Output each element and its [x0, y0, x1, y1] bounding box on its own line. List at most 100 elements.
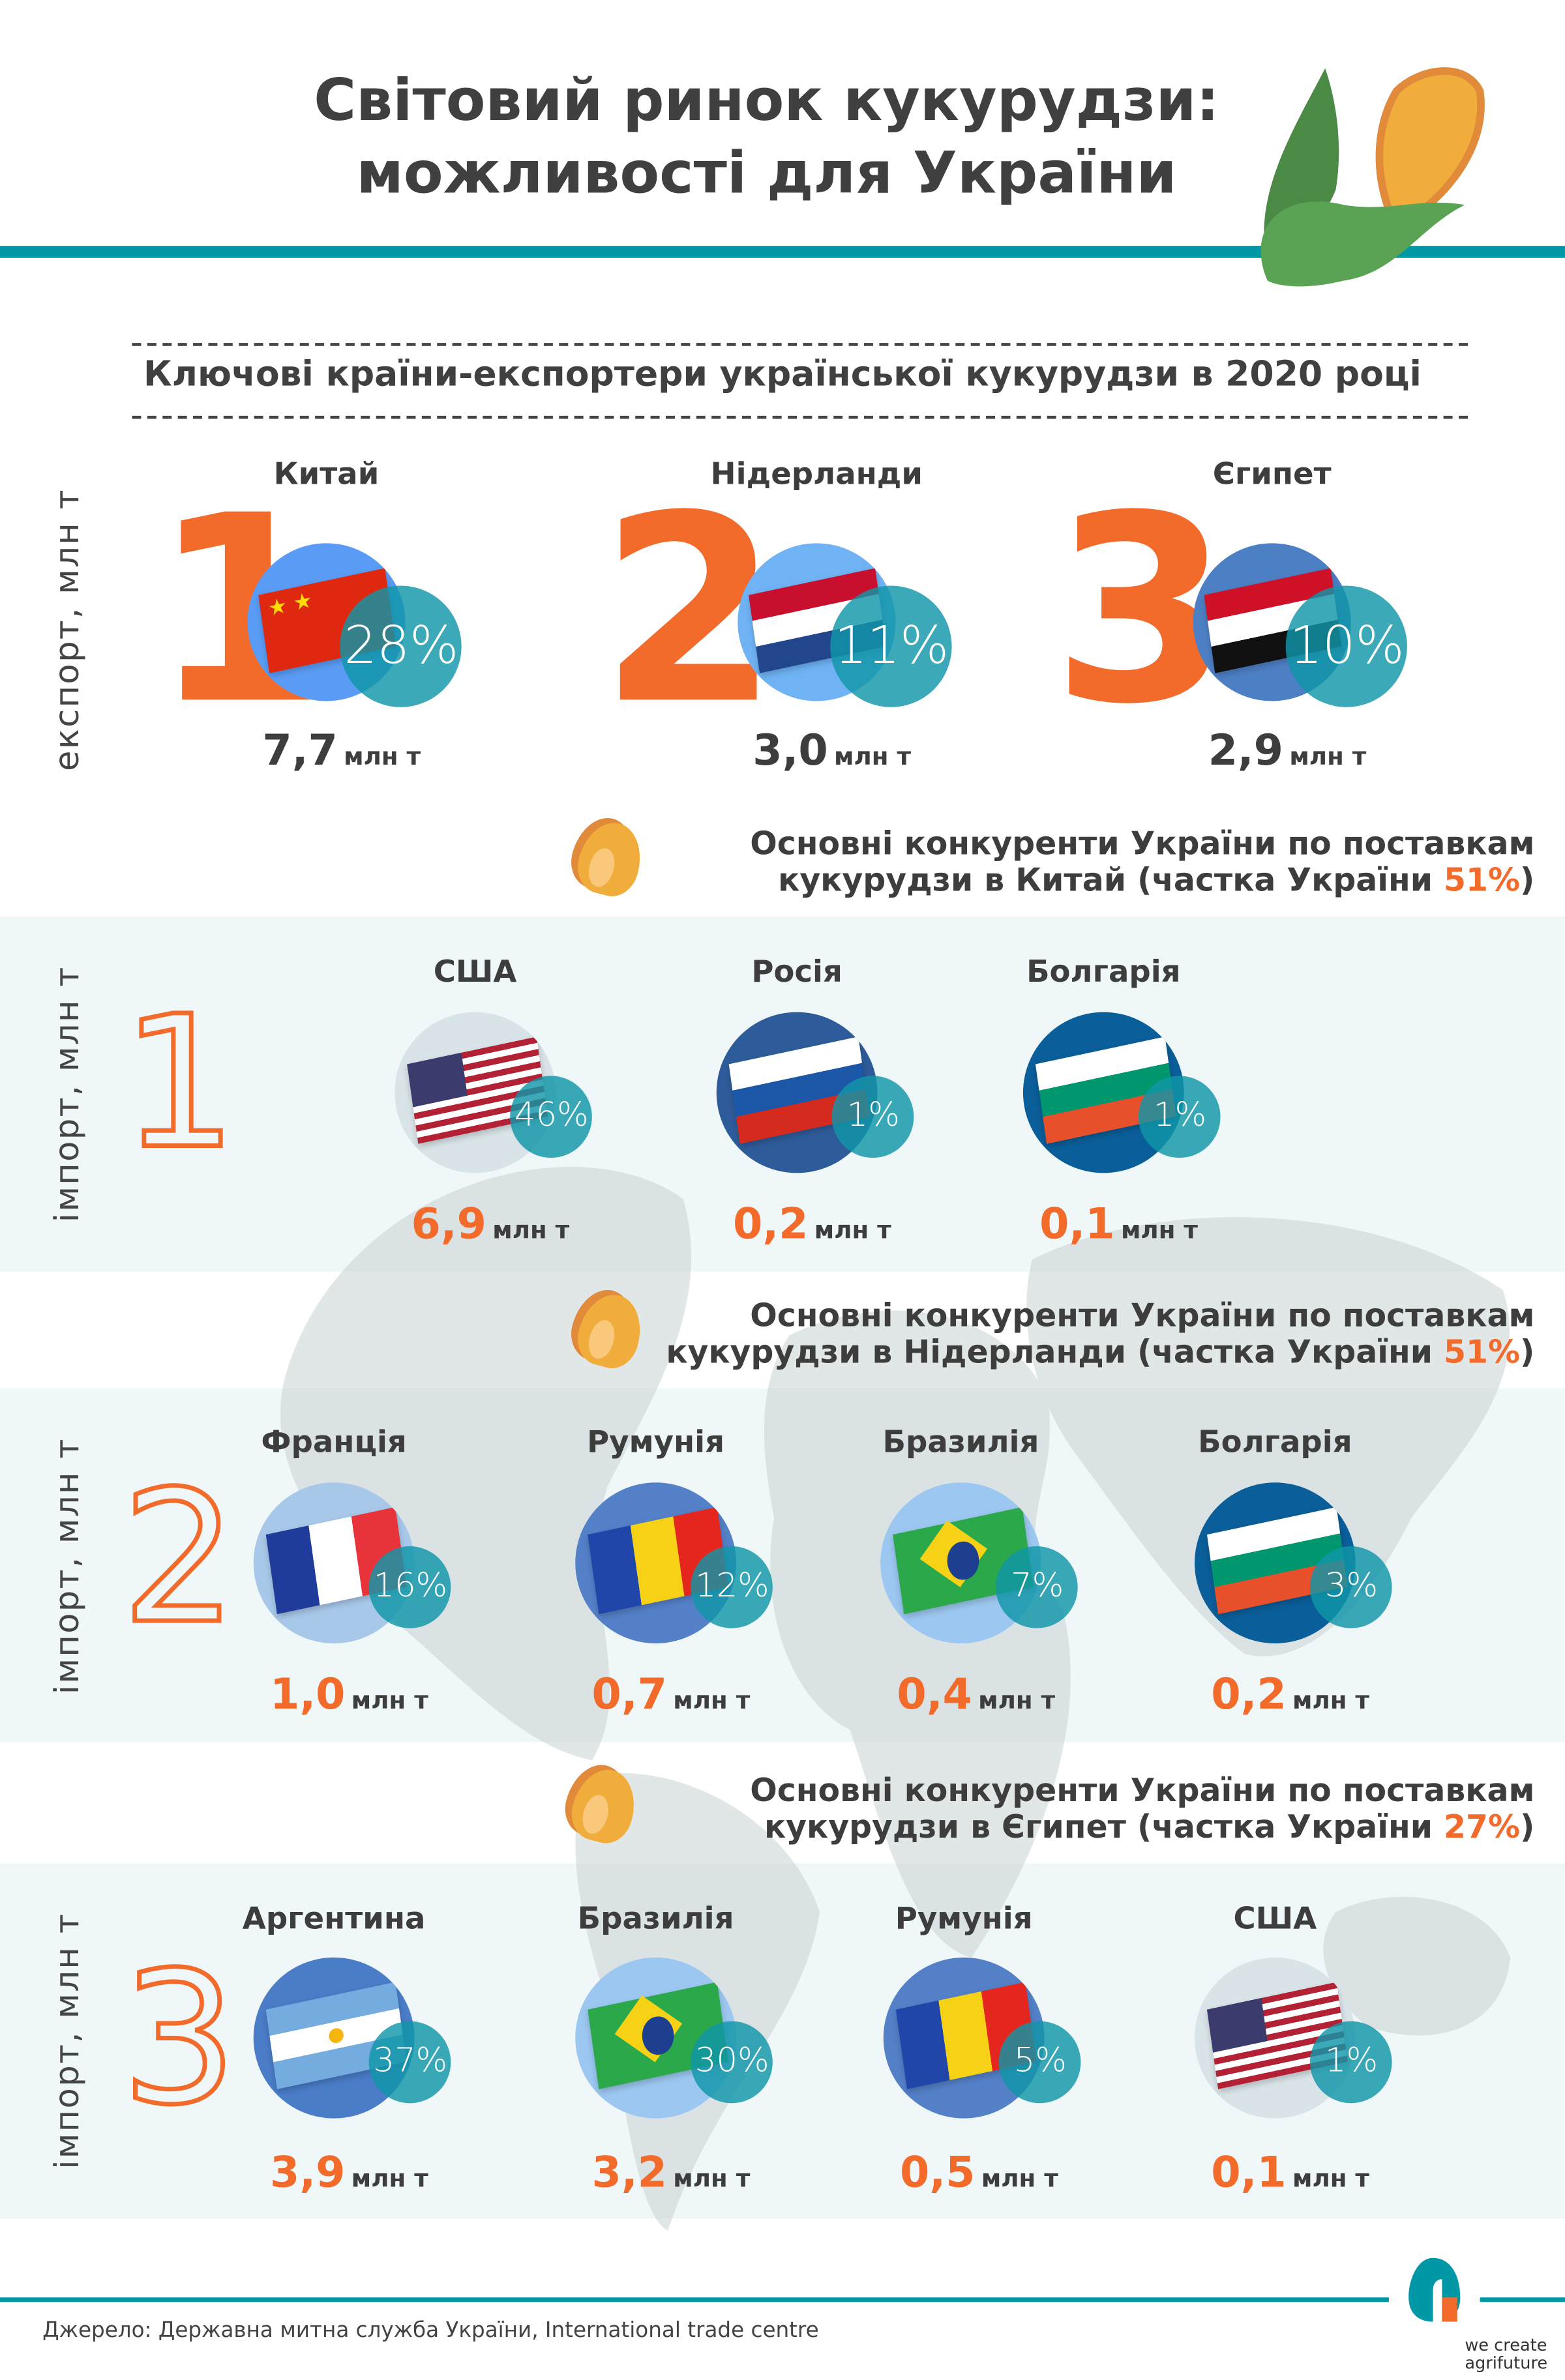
heading-line-1: Основні конкуренти України по поставкам	[750, 825, 1535, 862]
import-axis-label: імпорт, млн т	[49, 1437, 87, 1694]
volume-unit: млн т	[351, 1686, 428, 1715]
heading-close: )	[1520, 1334, 1535, 1371]
source-text: Джерело: Державна митна служба України, …	[42, 2318, 819, 2343]
import-rank-number: 1	[119, 978, 240, 1190]
brand-line-1: we create	[1465, 2335, 1547, 2355]
volume-number: 3,2	[591, 2147, 667, 2197]
brand-tagline: we create agrifuture	[1465, 2335, 1548, 2373]
share-badge: 30%	[691, 2021, 773, 2104]
country-name: Росія	[751, 952, 842, 990]
volume-number: 0,1	[1039, 1198, 1115, 1249]
import-axis-label: імпорт, млн т	[49, 1912, 87, 2169]
country-name: Бразилія	[577, 1900, 734, 1937]
volume-value: 0,5 млн т	[900, 2147, 1058, 2197]
volume-value: 0,1 млн т	[1211, 2147, 1369, 2197]
page-title: Світовий ринок кукурудзи: можливості для…	[0, 64, 1533, 209]
header-divider	[0, 246, 1565, 258]
volume-unit: млн т	[351, 2164, 428, 2193]
import-rank-number: 2	[119, 1454, 240, 1665]
heading-close: )	[1520, 1808, 1535, 1845]
volume-value: 6,9 млн т	[411, 1199, 569, 1249]
country-name: Бразилія	[882, 1423, 1039, 1460]
volume-number: 0,4	[897, 1669, 972, 1720]
map-asia	[1026, 1217, 1510, 1656]
share-badge: 7%	[996, 1546, 1079, 1628]
brand-line-2: agrifuture	[1465, 2353, 1548, 2373]
volume-number: 0,2	[1211, 1669, 1287, 1720]
volume-unit: млн т	[1289, 742, 1367, 771]
dashed-divider-top	[132, 343, 1468, 346]
volume-value: 0,1 млн т	[1039, 1199, 1198, 1249]
heading-text: кукурудзи в Нідерланди (частка України	[666, 1334, 1444, 1371]
heading-line-1: Основні конкуренти України по поставкам	[750, 1772, 1535, 1809]
country-name: Нідерланди	[710, 455, 923, 492]
volume-number: 2,9	[1208, 725, 1284, 776]
heading-line-2: кукурудзи в Китай (частка України 51%)	[750, 862, 1534, 898]
brand-logo-icon	[1408, 2257, 1461, 2322]
volume-value: 0,4 млн т	[897, 1669, 1055, 1720]
heading-line-2: кукурудзи в Єгипет (частка України 27%)	[750, 1809, 1534, 1845]
volume-number: 0,1	[1211, 2147, 1287, 2197]
country-name: Єгипет	[1212, 455, 1332, 492]
title-line-2: можливості для України	[356, 140, 1177, 207]
volume-value: 2,9 млн т	[1208, 726, 1367, 776]
volume-value: 0,2 млн т	[733, 1199, 891, 1249]
volume-number: 0,2	[732, 1198, 809, 1249]
share-badge: 10%	[1286, 585, 1408, 707]
footer-divider	[0, 2297, 1389, 2302]
country-name: Болгарія	[1198, 1423, 1352, 1460]
country-name: США	[1233, 1900, 1317, 1937]
heading-line-1: Основні конкуренти України по поставкам	[750, 1297, 1535, 1334]
volume-number: 7,7	[262, 725, 338, 776]
title-line-1: Світовий ринок кукурудзи:	[314, 66, 1219, 134]
volume-unit: млн т	[1292, 1686, 1370, 1715]
heading-close: )	[1520, 862, 1535, 899]
volume-value: 3,0 млн т	[753, 726, 911, 776]
share-badge: 1%	[1139, 1076, 1221, 1158]
share-badge: 16%	[369, 1546, 452, 1628]
ukraine-share: 51%	[1444, 1334, 1521, 1371]
heading-text: кукурудзи в Єгипет (частка України	[764, 1808, 1444, 1845]
share-badge: 46%	[510, 1076, 593, 1158]
share-badge: 1%	[832, 1076, 915, 1158]
heading-text: кукурудзи в Китай (частка України	[778, 862, 1444, 899]
import-axis-label: імпорт, млн т	[49, 965, 87, 1223]
share-badge: 28%	[340, 585, 462, 707]
export-axis-label: експорт, млн т	[49, 488, 87, 771]
volume-unit: млн т	[978, 1686, 1056, 1715]
volume-unit: млн т	[834, 742, 912, 771]
volume-value: 1,0 млн т	[270, 1669, 428, 1720]
volume-number: 1,0	[269, 1669, 346, 1720]
share-badge: 1%	[1310, 2021, 1393, 2104]
country-name: Аргентина	[242, 1900, 426, 1937]
dashed-divider-bottom	[132, 415, 1468, 419]
country-name: Китай	[273, 455, 380, 492]
volume-unit: млн т	[344, 742, 421, 771]
share-badge: 12%	[691, 1546, 773, 1628]
volume-number: 3,9	[269, 2147, 346, 2197]
map-europe-africa	[764, 1310, 1071, 1958]
volume-unit: млн т	[673, 2164, 751, 2193]
country-name: США	[433, 952, 517, 990]
ukraine-share: 51%	[1444, 862, 1521, 899]
share-badge: 3%	[1310, 1546, 1393, 1628]
section-subtitle: Ключові країни-експортери української ку…	[143, 355, 1422, 395]
share-badge: 5%	[999, 2021, 1082, 2104]
volume-value: 7,7 млн т	[262, 726, 421, 776]
corn-icon	[1260, 67, 1485, 287]
ukraine-share: 27%	[1444, 1808, 1521, 1845]
volume-value: 0,7 млн т	[591, 1669, 750, 1720]
country-name: Румунія	[895, 1900, 1033, 1937]
footer-divider-right	[1480, 2297, 1565, 2302]
volume-unit: млн т	[492, 1215, 570, 1244]
volume-number: 0,5	[900, 2147, 976, 2197]
volume-unit: млн т	[1120, 1215, 1198, 1244]
share-badge: 37%	[369, 2021, 452, 2104]
competitor-heading: Основні конкуренти України по поставкам к…	[750, 1772, 1534, 1845]
heading-line-2: кукурудзи в Нідерланди (частка України 5…	[666, 1334, 1534, 1370]
volume-number: 3,0	[753, 725, 828, 776]
country-name: Франція	[261, 1423, 407, 1460]
volume-value: 0,2 млн т	[1211, 1669, 1369, 1720]
volume-unit: млн т	[1292, 2164, 1370, 2193]
